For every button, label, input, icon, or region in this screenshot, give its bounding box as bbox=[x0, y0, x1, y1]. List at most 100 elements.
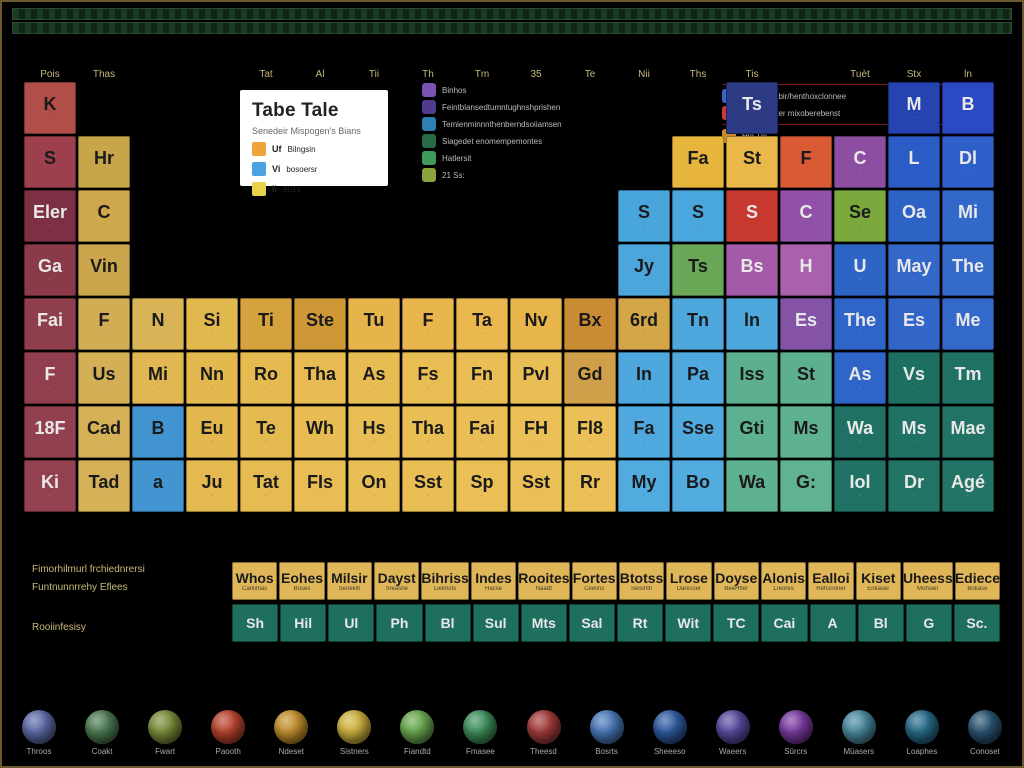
element-cell[interactable]: May· bbox=[888, 244, 940, 296]
element-cell[interactable]: F· bbox=[780, 136, 832, 188]
element-cell[interactable]: Se· bbox=[834, 190, 886, 242]
element-cell[interactable]: Fa· bbox=[672, 136, 724, 188]
fblock-cell[interactable]: Cai bbox=[761, 604, 807, 642]
element-cell[interactable]: Ti· bbox=[240, 298, 292, 350]
element-cell[interactable]: Tm· bbox=[942, 352, 994, 404]
element-cell[interactable]: F· bbox=[24, 352, 76, 404]
element-cell[interactable]: S· bbox=[672, 190, 724, 242]
element-cell[interactable]: Bx· bbox=[564, 298, 616, 350]
element-cell[interactable]: Ju· bbox=[186, 460, 238, 512]
element-cell[interactable]: Gti· bbox=[726, 406, 778, 458]
element-cell[interactable]: Bo· bbox=[672, 460, 724, 512]
fblock-cell[interactable]: DaystSreashe bbox=[374, 562, 419, 600]
fblock-cell[interactable]: IndesHacse bbox=[471, 562, 516, 600]
element-cell[interactable]: Mi· bbox=[132, 352, 184, 404]
element-cell[interactable]: Dr· bbox=[888, 460, 940, 512]
element-cell[interactable]: My· bbox=[618, 460, 670, 512]
element-cell[interactable]: Bs· bbox=[726, 244, 778, 296]
element-cell[interactable]: Sse· bbox=[672, 406, 724, 458]
element-cell[interactable]: N· bbox=[132, 298, 184, 350]
fblock-cell[interactable]: EdieceBokase bbox=[955, 562, 1000, 600]
fblock-cell[interactable]: Sal bbox=[569, 604, 615, 642]
element-cell[interactable]: Vin· bbox=[78, 244, 130, 296]
fblock-cell[interactable]: WhosCanlimas bbox=[232, 562, 277, 600]
element-cell[interactable]: Cad· bbox=[78, 406, 130, 458]
element-cell[interactable]: Fl8· bbox=[564, 406, 616, 458]
element-cell[interactable]: 18F· bbox=[24, 406, 76, 458]
element-cell[interactable]: C· bbox=[780, 190, 832, 242]
element-cell[interactable]: C· bbox=[834, 136, 886, 188]
fblock-cell[interactable]: UheessMohsier bbox=[903, 562, 953, 600]
fblock-cell[interactable]: BtotssSelishth bbox=[619, 562, 664, 600]
element-cell[interactable]: Gd· bbox=[564, 352, 616, 404]
element-cell[interactable]: H· bbox=[780, 244, 832, 296]
element-cell[interactable]: On· bbox=[348, 460, 400, 512]
fblock-cell[interactable]: BihrissLielmots bbox=[421, 562, 468, 600]
element-cell[interactable]: Wa· bbox=[834, 406, 886, 458]
element-cell[interactable]: Ro· bbox=[240, 352, 292, 404]
fblock-cell[interactable]: Wit bbox=[665, 604, 711, 642]
fblock-cell[interactable]: Rt bbox=[617, 604, 663, 642]
element-cell[interactable]: Nv· bbox=[510, 298, 562, 350]
element-cell[interactable]: Te· bbox=[240, 406, 292, 458]
element-cell[interactable]: As· bbox=[348, 352, 400, 404]
fblock-cell[interactable]: Mts bbox=[521, 604, 567, 642]
element-cell[interactable]: Fai· bbox=[456, 406, 508, 458]
element-cell[interactable]: Tha· bbox=[294, 352, 346, 404]
element-cell[interactable]: Pa· bbox=[672, 352, 724, 404]
element-cell[interactable]: Ts· bbox=[672, 244, 724, 296]
element-cell[interactable]: Si· bbox=[186, 298, 238, 350]
element-cell[interactable]: L· bbox=[888, 136, 940, 188]
element-cell[interactable]: Vs· bbox=[888, 352, 940, 404]
element-cell[interactable]: Pvl· bbox=[510, 352, 562, 404]
element-cell[interactable]: Sp· bbox=[456, 460, 508, 512]
element-cell[interactable]: Fn· bbox=[456, 352, 508, 404]
element-cell[interactable]: Eu· bbox=[186, 406, 238, 458]
element-cell[interactable]: Dl· bbox=[942, 136, 994, 188]
fblock-cell[interactable]: Sc. bbox=[954, 604, 1000, 642]
fblock-cell[interactable]: Ph bbox=[376, 604, 422, 642]
element-cell[interactable]: Wh· bbox=[294, 406, 346, 458]
element-cell[interactable]: F· bbox=[78, 298, 130, 350]
element-cell[interactable]: Mae· bbox=[942, 406, 994, 458]
fblock-cell[interactable]: EalloiRehsnoner bbox=[808, 562, 853, 600]
element-cell[interactable]: Ki· bbox=[24, 460, 76, 512]
element-cell[interactable]: a· bbox=[132, 460, 184, 512]
fblock-cell[interactable]: MilsirSenekih bbox=[327, 562, 372, 600]
element-cell[interactable]: The· bbox=[942, 244, 994, 296]
fblock-cell[interactable]: Bl bbox=[858, 604, 904, 642]
element-cell[interactable]: B· bbox=[942, 82, 994, 134]
element-cell[interactable]: Ta· bbox=[456, 298, 508, 350]
fblock-cell[interactable]: Bl bbox=[425, 604, 471, 642]
fblock-cell[interactable]: KisetErikaser bbox=[856, 562, 901, 600]
element-cell[interactable]: Fa· bbox=[618, 406, 670, 458]
fblock-cell[interactable]: DoyseBeeHfter bbox=[714, 562, 759, 600]
element-cell[interactable]: Rr· bbox=[564, 460, 616, 512]
fblock-cell[interactable]: TC bbox=[713, 604, 759, 642]
element-cell[interactable]: M· bbox=[888, 82, 940, 134]
element-cell[interactable]: Agé· bbox=[942, 460, 994, 512]
element-cell[interactable]: Tat· bbox=[240, 460, 292, 512]
element-cell[interactable]: FIs· bbox=[294, 460, 346, 512]
element-cell[interactable]: Tu· bbox=[348, 298, 400, 350]
element-cell[interactable]: Iol· bbox=[834, 460, 886, 512]
fblock-cell[interactable]: AlonisLreores bbox=[761, 562, 806, 600]
element-cell[interactable]: Oa· bbox=[888, 190, 940, 242]
element-cell[interactable]: Es· bbox=[780, 298, 832, 350]
element-cell[interactable]: Us· bbox=[78, 352, 130, 404]
element-cell[interactable]: Tha· bbox=[402, 406, 454, 458]
element-cell[interactable]: Me· bbox=[942, 298, 994, 350]
element-cell[interactable]: B· bbox=[132, 406, 184, 458]
element-cell[interactable]: FH· bbox=[510, 406, 562, 458]
element-cell[interactable]: Hr· bbox=[78, 136, 130, 188]
element-cell[interactable]: Ste· bbox=[294, 298, 346, 350]
fblock-cell[interactable]: Ul bbox=[328, 604, 374, 642]
element-cell[interactable]: F· bbox=[402, 298, 454, 350]
element-cell[interactable]: G:· bbox=[780, 460, 832, 512]
element-cell[interactable]: As· bbox=[834, 352, 886, 404]
fblock-cell[interactable]: Hil bbox=[280, 604, 326, 642]
element-cell[interactable]: Sst· bbox=[510, 460, 562, 512]
element-cell[interactable]: Fs· bbox=[402, 352, 454, 404]
element-cell[interactable]: Wa· bbox=[726, 460, 778, 512]
element-cell[interactable]: Es· bbox=[888, 298, 940, 350]
